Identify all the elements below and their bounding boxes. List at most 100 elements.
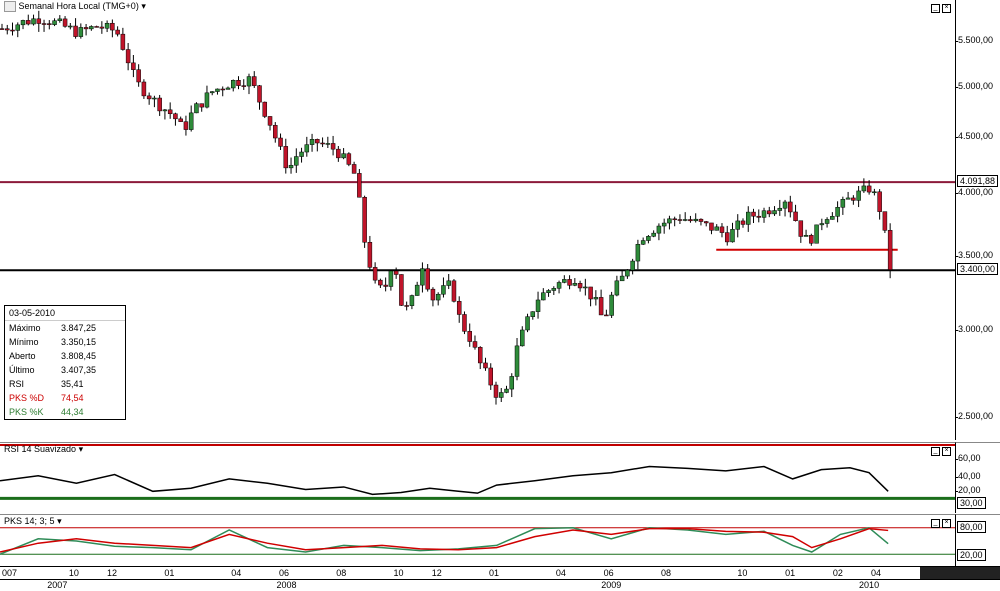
candle-down bbox=[740, 220, 746, 225]
candle-down bbox=[399, 274, 404, 306]
data-window-row: Aberto 3.808,45 bbox=[5, 349, 125, 363]
pks-axis[interactable]: 80,00 20,00 bbox=[955, 514, 1000, 567]
rsi-tick: 40,00 bbox=[955, 471, 981, 481]
candle-up bbox=[420, 268, 425, 286]
candle-up bbox=[714, 226, 719, 231]
minimize-icon[interactable]: _ bbox=[931, 447, 940, 456]
candle-up bbox=[830, 216, 835, 220]
minimize-icon[interactable]: _ bbox=[931, 4, 940, 13]
data-window-value: 35,41 bbox=[61, 379, 84, 389]
support-price-tag: 3.400,00 bbox=[957, 263, 999, 276]
candle-up bbox=[635, 244, 641, 262]
chevron-down-icon[interactable]: ▾ bbox=[78, 444, 84, 454]
candle-down bbox=[751, 211, 756, 217]
month-label: 08 bbox=[660, 568, 671, 578]
candle-down bbox=[698, 218, 704, 222]
candle-down bbox=[136, 69, 141, 83]
pks-title[interactable]: PKS 14; 3; 5 ▾ bbox=[4, 516, 62, 527]
candle-down bbox=[346, 153, 352, 165]
candle-down bbox=[472, 341, 478, 348]
candle-down bbox=[567, 279, 572, 286]
candle-up bbox=[746, 211, 751, 225]
data-window-value: 3.350,15 bbox=[61, 337, 97, 347]
candle-up bbox=[562, 279, 567, 283]
candle-down bbox=[236, 79, 241, 86]
price-axis[interactable]: 5.500,00 5.000,00 4.500,00 4.000,00 3.500,00… bbox=[954, 0, 1000, 440]
price-chart-pane[interactable]: Semanal Hora Local (TMG+0) ▾ _ × 03-05-20… bbox=[0, 0, 955, 440]
candle-up bbox=[761, 210, 767, 218]
candle-up bbox=[772, 210, 777, 215]
month-label: 10 bbox=[737, 568, 748, 578]
candle-up bbox=[31, 18, 36, 25]
candle-up bbox=[840, 199, 846, 208]
minimize-icon[interactable]: _ bbox=[931, 519, 940, 528]
candle-down bbox=[477, 347, 483, 364]
candle-down bbox=[10, 29, 15, 32]
chart-title[interactable]: Semanal Hora Local (TMG+0) ▾ bbox=[4, 1, 146, 13]
candle-down bbox=[94, 26, 99, 28]
candle-down bbox=[383, 284, 388, 287]
year-label: 2007 bbox=[47, 580, 68, 590]
candle-up bbox=[514, 345, 520, 377]
price-chart-canvas[interactable] bbox=[0, 0, 955, 440]
candle-down bbox=[220, 88, 225, 91]
candle-up bbox=[593, 297, 599, 300]
candle-up bbox=[304, 144, 310, 153]
candle-up bbox=[68, 25, 73, 28]
candle-up bbox=[435, 293, 441, 301]
chevron-down-icon[interactable]: ▾ bbox=[57, 516, 62, 526]
price-tick: 5.000,00 bbox=[954, 80, 994, 91]
candle-down bbox=[125, 49, 131, 64]
month-label: 10 bbox=[393, 568, 404, 578]
data-window-value: 3.847,25 bbox=[61, 323, 97, 333]
candle-up bbox=[625, 269, 630, 277]
candle-up bbox=[230, 79, 236, 89]
candle-up bbox=[814, 224, 819, 244]
candle-down bbox=[267, 116, 273, 126]
candle-down bbox=[357, 173, 362, 198]
candle-down bbox=[425, 268, 430, 290]
chevron-down-icon[interactable]: ▾ bbox=[141, 1, 146, 11]
candle-down bbox=[273, 125, 278, 139]
candle-down bbox=[756, 215, 762, 218]
pks-canvas[interactable] bbox=[0, 515, 955, 567]
candle-up bbox=[215, 88, 220, 92]
candle-down bbox=[672, 218, 677, 221]
candle-down bbox=[588, 286, 593, 300]
candle-up bbox=[530, 311, 536, 317]
month-label: 08 bbox=[336, 568, 347, 578]
candle-up bbox=[656, 225, 662, 234]
data-window-label: PKS %K bbox=[9, 407, 44, 417]
candle-down bbox=[183, 121, 189, 130]
data-window-label: Último bbox=[9, 365, 35, 375]
data-window-row: PKS %D 74,54 bbox=[5, 391, 125, 405]
rsi-title[interactable]: RSI 14 Suavizado ▾ bbox=[4, 444, 83, 455]
candle-down bbox=[488, 367, 493, 386]
rsi-axis[interactable]: 60,00 40,00 20,00 30,00 bbox=[955, 442, 1000, 513]
candle-up bbox=[541, 292, 546, 301]
year-label: 2010 bbox=[859, 580, 880, 590]
candle-down bbox=[456, 301, 462, 315]
close-icon[interactable]: × bbox=[942, 519, 951, 528]
pks-pane[interactable]: PKS 14; 3; 5 ▾ _ × bbox=[0, 514, 955, 567]
candle-up bbox=[819, 223, 825, 226]
candle-up bbox=[162, 109, 168, 112]
pks-pane-controls: _ × bbox=[929, 517, 951, 528]
time-axis-scrollbar[interactable] bbox=[920, 567, 1000, 579]
data-window-label: Aberto bbox=[9, 351, 36, 361]
time-axis[interactable]: 007 10 12 01 04 06 08 10 12 01 04 06 08 10 01 02 04 2007 2… bbox=[0, 566, 1000, 591]
year-label: 2009 bbox=[601, 580, 622, 590]
year-label: 2008 bbox=[276, 580, 297, 590]
month-label: 01 bbox=[164, 568, 175, 578]
candle-down bbox=[241, 85, 246, 87]
candle-up bbox=[835, 207, 840, 217]
rsi-pane[interactable]: RSI 14 Suavizado ▾ _ × bbox=[0, 442, 955, 513]
rsi-canvas[interactable] bbox=[0, 443, 955, 513]
candle-down bbox=[887, 230, 893, 270]
candle-up bbox=[551, 288, 557, 291]
candle-down bbox=[719, 226, 725, 233]
candle-up bbox=[682, 219, 688, 221]
candle-down bbox=[330, 143, 336, 150]
close-icon[interactable]: × bbox=[942, 447, 951, 456]
close-icon[interactable]: × bbox=[942, 4, 951, 13]
